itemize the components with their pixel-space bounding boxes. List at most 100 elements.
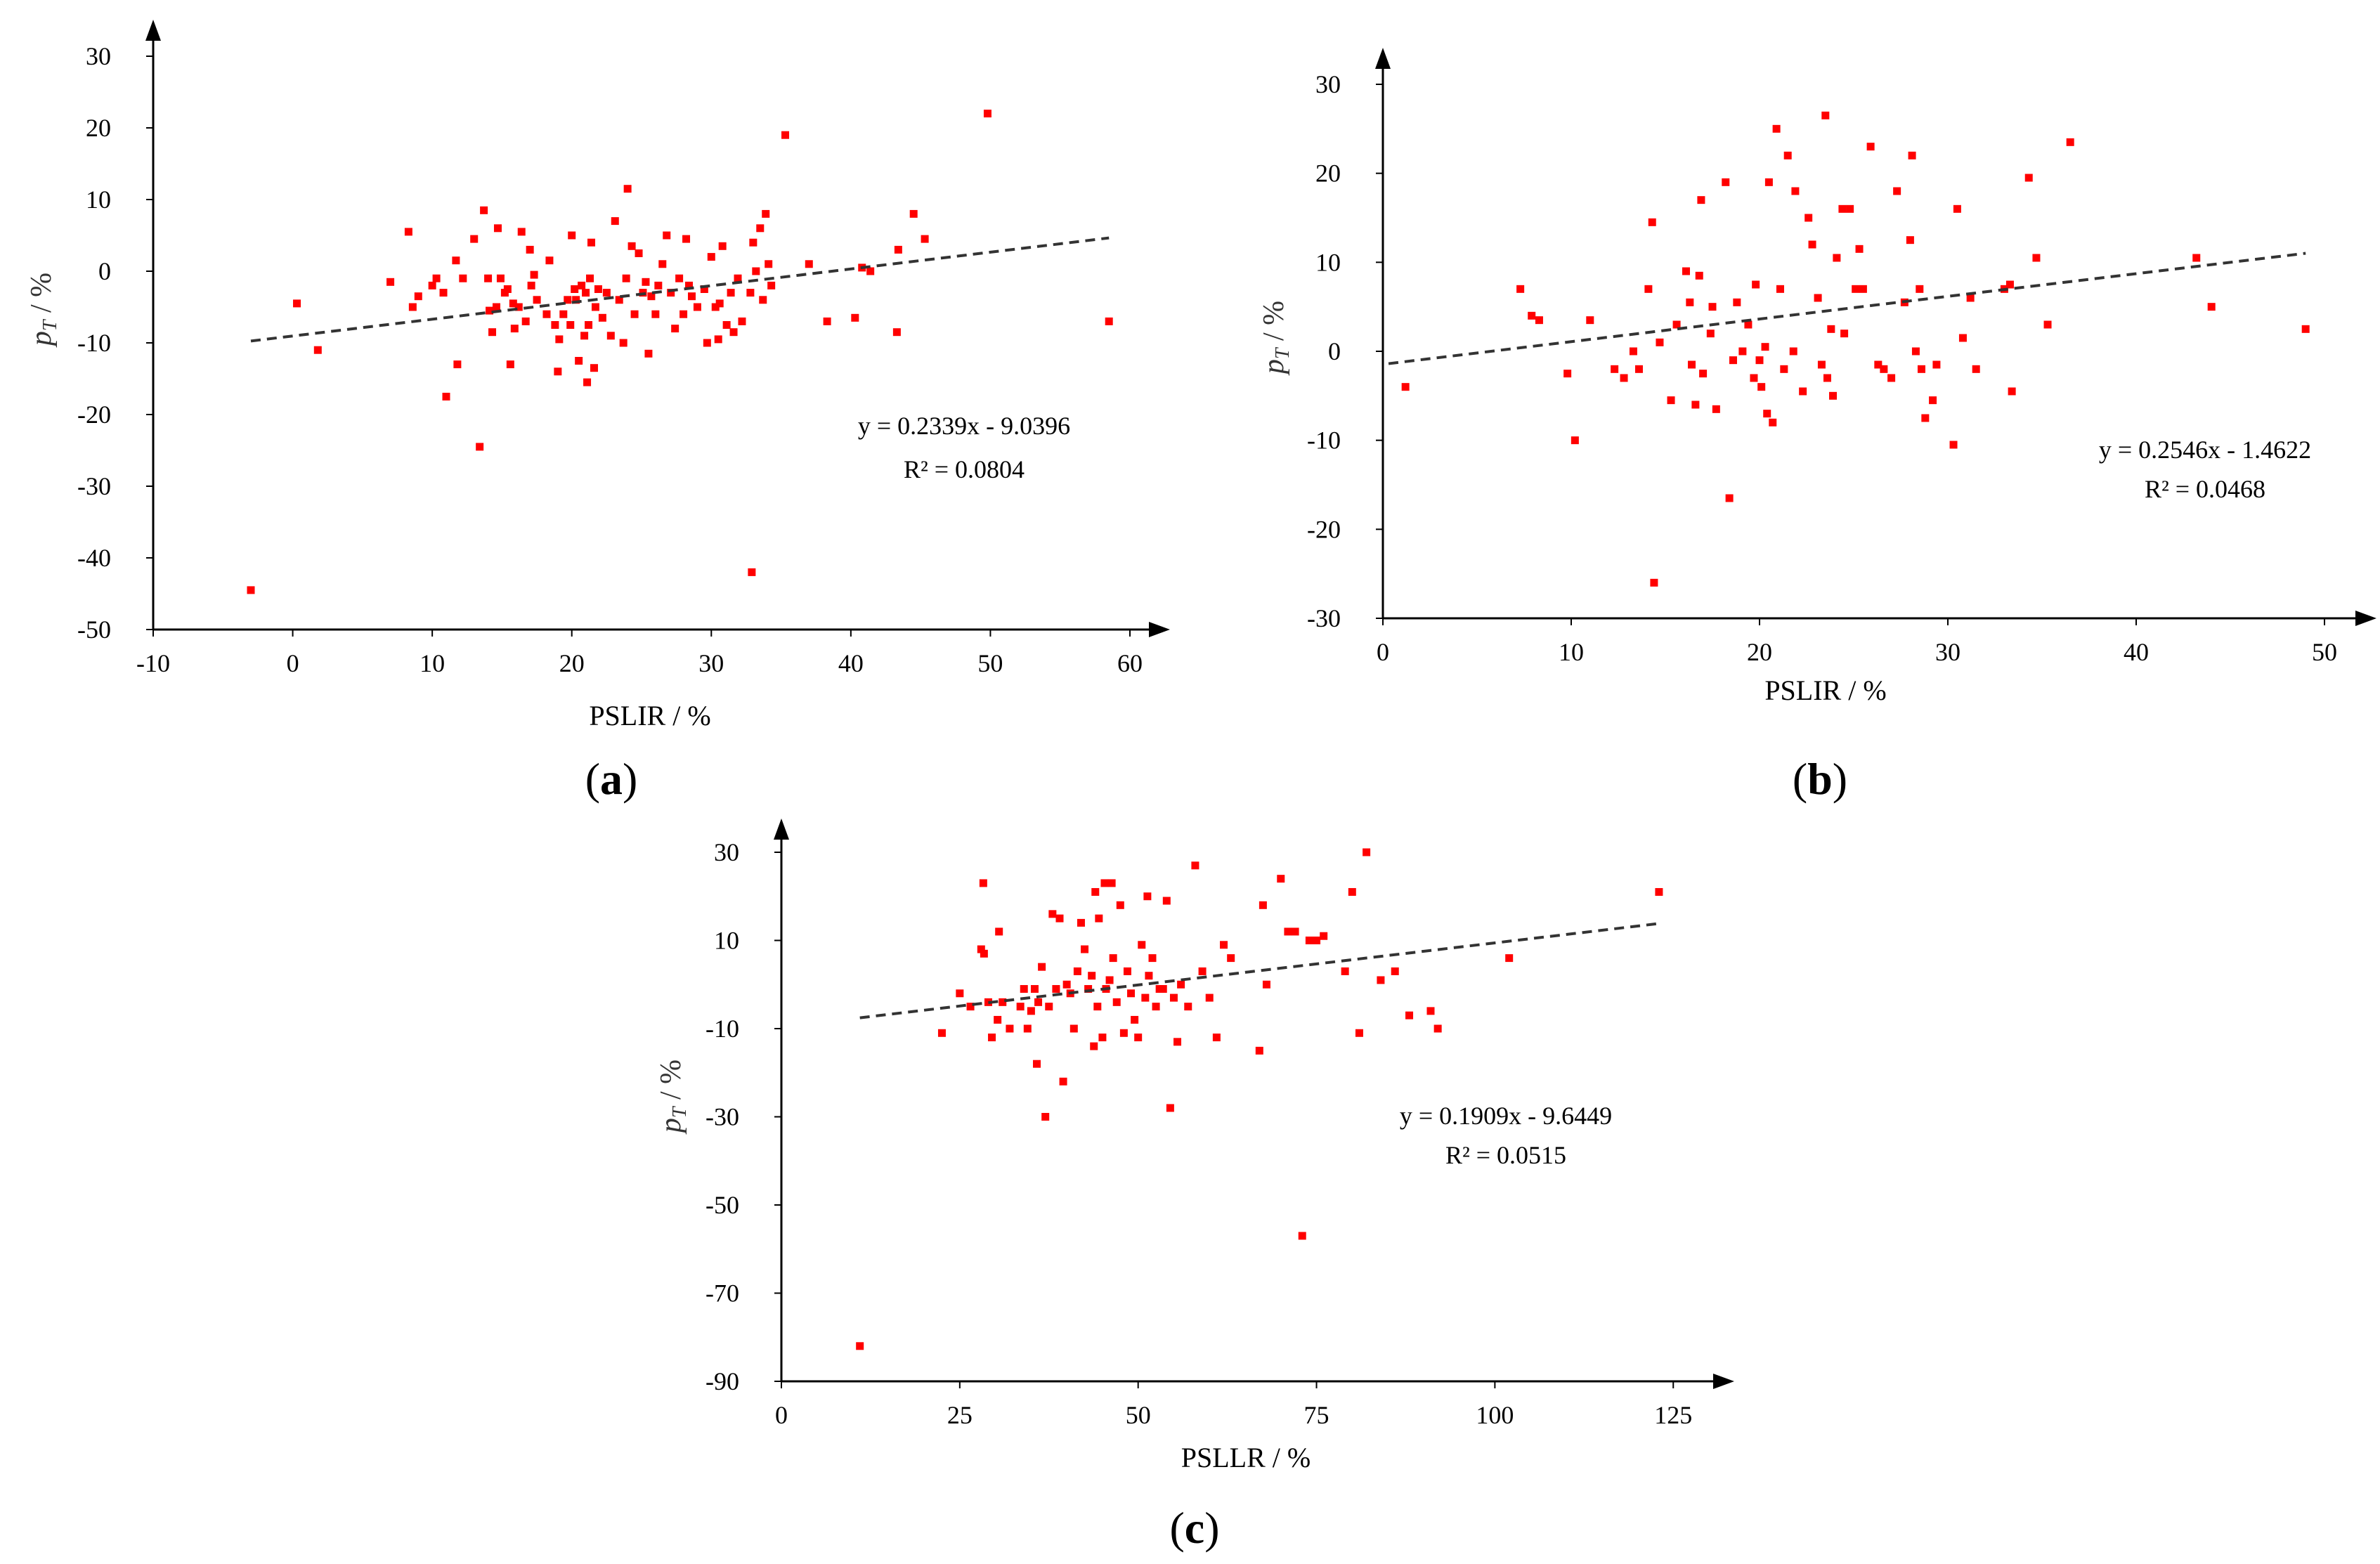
data-point-a-99: [752, 267, 760, 275]
data-point-a-50: [583, 378, 592, 386]
data-point-a-77: [671, 325, 679, 333]
data-point-a-38: [554, 367, 562, 376]
data-point-c-32: [1081, 945, 1089, 953]
data-point-a-22: [496, 274, 505, 282]
data-point-a-40: [559, 310, 568, 318]
data-point-c-13: [1016, 1003, 1025, 1011]
data-point-b-6: [1586, 316, 1594, 325]
data-point-b-28: [1725, 494, 1734, 502]
data-point-a-10: [442, 393, 450, 400]
data-point-c-35: [1090, 1042, 1098, 1050]
y-tick-label-b-4: 10: [1315, 248, 1341, 276]
data-point-b-91: [2301, 325, 2310, 333]
x-axis-arrow-b: [2355, 611, 2376, 626]
data-point-a-78: [675, 274, 684, 282]
data-point-b-39: [1764, 178, 1773, 186]
data-point-c-81: [1320, 932, 1328, 940]
trend-line-c: [859, 922, 1660, 1019]
data-point-b-89: [2192, 254, 2201, 262]
y-tick-label-c-5: 10: [714, 927, 739, 955]
y-tick-label-c-1: -70: [705, 1279, 739, 1308]
panel-b: 0 10 20 30 40 50 -30 -20 -10 0 10 20 30 PSLIR / % pT /…: [1258, 48, 2376, 804]
data-point-a-39: [555, 335, 564, 344]
data-point-b-84: [2008, 387, 2016, 396]
data-point-b-22: [1697, 196, 1705, 204]
data-point-b-27: [1722, 178, 1730, 186]
data-point-a-48: [580, 332, 589, 340]
data-point-c-23: [1048, 910, 1057, 918]
data-point-c-46: [1116, 901, 1124, 909]
data-point-b-49: [1808, 240, 1816, 249]
data-point-c-17: [1030, 985, 1039, 993]
data-point-b-3: [1535, 316, 1543, 325]
data-point-a-85: [703, 339, 711, 347]
data-point-a-107: [823, 317, 831, 325]
data-point-a-19: [488, 328, 497, 337]
data-point-c-86: [1377, 976, 1385, 984]
data-point-a-5: [408, 303, 417, 311]
data-point-c-12: [1006, 1024, 1014, 1033]
data-point-b-10: [1634, 365, 1643, 373]
data-point-a-26: [509, 299, 517, 308]
data-point-a-42: [566, 321, 575, 329]
data-point-c-45: [1112, 998, 1121, 1006]
data-point-b-63: [1866, 143, 1875, 151]
data-point-c-2: [956, 989, 964, 998]
y-tick-label-b-2: -10: [1307, 426, 1341, 455]
data-point-a-49: [582, 289, 590, 297]
x-tick-label-c-4: 100: [1476, 1401, 1514, 1429]
data-point-c-59: [1159, 985, 1167, 993]
data-point-c-72: [1255, 1046, 1263, 1055]
x-tick-label-a-2: 10: [420, 649, 445, 677]
y-tick-label-c-4: -10: [705, 1015, 739, 1043]
data-point-a-89: [715, 299, 724, 308]
data-point-c-78: [1298, 1232, 1306, 1240]
data-point-a-76: [667, 289, 675, 297]
data-point-b-12: [1648, 218, 1656, 226]
data-point-a-58: [602, 289, 611, 297]
data-point-b-54: [1827, 325, 1835, 333]
y-axis-arrow-b: [1375, 48, 1391, 69]
data-point-a-51: [585, 321, 593, 329]
data-point-c-74: [1262, 980, 1270, 989]
data-point-a-96: [746, 289, 755, 297]
data-point-b-66: [1887, 374, 1896, 382]
data-point-a-114: [921, 235, 929, 243]
data-point-a-60: [611, 217, 619, 226]
data-point-c-57: [1152, 1003, 1160, 1011]
data-point-b-32: [1744, 320, 1753, 329]
y-tick-label-a-3: -20: [77, 400, 111, 429]
x-tick-label-b-0: 0: [1377, 638, 1389, 666]
data-point-c-62: [1169, 993, 1178, 1002]
data-point-a-59: [606, 332, 615, 340]
data-point-b-80: [1966, 294, 1975, 302]
data-point-b-55: [1829, 391, 1838, 400]
data-point-a-108: [851, 313, 859, 322]
data-point-b-46: [1791, 187, 1800, 195]
data-point-c-8: [988, 1034, 996, 1042]
x-axis-arrow-c: [1713, 1374, 1734, 1389]
data-point-c-44: [1109, 954, 1117, 963]
data-point-c-52: [1138, 941, 1146, 949]
data-point-b-90: [2207, 303, 2216, 311]
x-tick-label-b-1: 10: [1559, 638, 1584, 666]
data-point-a-32: [527, 281, 535, 289]
y-tick-label-a-2: -30: [77, 472, 111, 500]
data-point-c-19: [1034, 998, 1043, 1006]
data-point-a-102: [762, 209, 770, 218]
x-axis-title-b: PSLIR / %: [1764, 675, 1886, 706]
x-tick-label-c-2: 50: [1126, 1401, 1151, 1429]
data-point-b-20: [1691, 400, 1700, 409]
y-axis-title-a: pT / %: [25, 273, 61, 348]
x-tick-label-b-5: 50: [2312, 638, 2337, 666]
data-point-a-112: [894, 245, 902, 254]
data-point-b-26: [1712, 405, 1720, 413]
data-point-a-115: [983, 110, 991, 118]
y-tick-label-b-0: -30: [1307, 604, 1341, 632]
data-point-b-17: [1682, 267, 1690, 275]
data-point-b-1: [1516, 285, 1525, 293]
y-tick-label-b-5: 20: [1315, 159, 1341, 188]
data-point-b-5: [1571, 436, 1579, 445]
data-point-c-79: [1305, 937, 1313, 944]
data-point-c-64: [1177, 980, 1185, 989]
